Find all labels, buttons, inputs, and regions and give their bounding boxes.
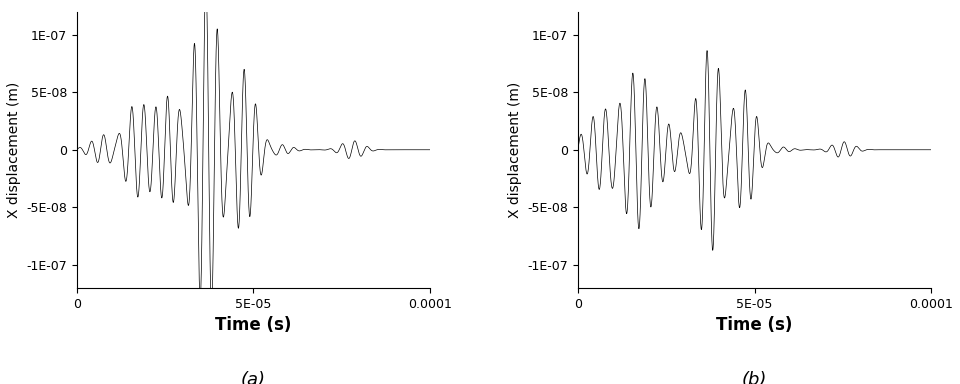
X-axis label: Time (s): Time (s) xyxy=(215,316,292,334)
X-axis label: Time (s): Time (s) xyxy=(716,316,793,334)
Text: (b): (b) xyxy=(742,371,767,384)
Y-axis label: X displacement (m): X displacement (m) xyxy=(508,82,522,218)
Text: (a): (a) xyxy=(241,371,266,384)
Y-axis label: X displacement (m): X displacement (m) xyxy=(7,82,21,218)
